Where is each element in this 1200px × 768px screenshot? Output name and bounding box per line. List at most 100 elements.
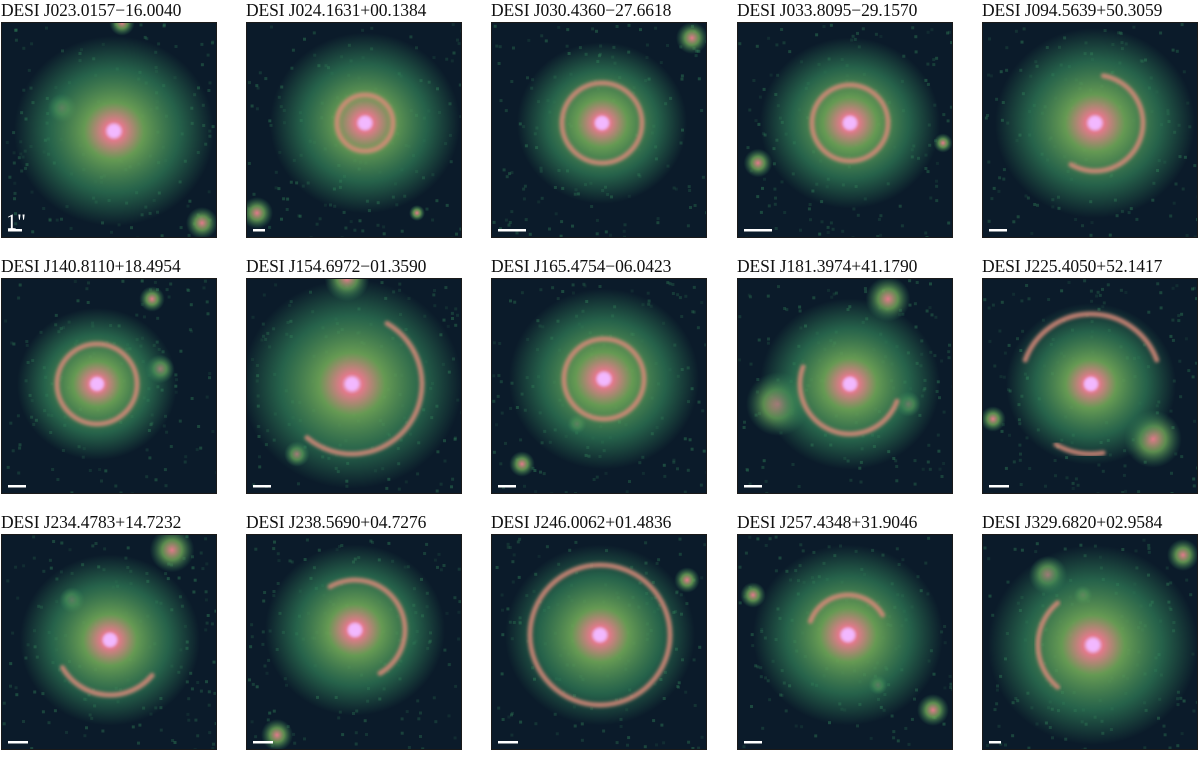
noise-speckle: [769, 537, 772, 540]
noise-speckle: [1021, 330, 1024, 333]
noise-speckle: [1012, 220, 1015, 223]
noise-speckle: [17, 297, 20, 300]
noise-speckle: [31, 191, 34, 194]
noise-speckle: [17, 472, 20, 475]
noise-speckle: [501, 412, 504, 415]
noise-speckle: [156, 317, 159, 320]
noise-speckle: [258, 465, 261, 468]
noise-speckle: [1193, 164, 1196, 167]
noise-speckle: [950, 106, 952, 109]
panel-title: DESI J094.5639+50.3059: [982, 0, 1200, 20]
noise-speckle: [768, 204, 771, 207]
noise-speckle: [988, 37, 991, 40]
noise-speckle: [756, 45, 759, 48]
noise-speckle: [1097, 291, 1100, 294]
lens-panel: DESI J033.8095−29.1570: [737, 0, 953, 256]
noise-speckle: [684, 691, 687, 694]
noise-speckle: [694, 704, 697, 707]
noise-speckle: [143, 315, 146, 318]
noise-speckle: [513, 553, 516, 556]
noise-speckle: [377, 224, 380, 227]
noise-speckle: [689, 438, 692, 441]
noise-speckle: [1005, 69, 1008, 72]
scale-bar: [744, 485, 762, 488]
noise-speckle: [1109, 234, 1112, 237]
noise-speckle: [620, 725, 623, 728]
noise-speckle: [700, 301, 703, 304]
noise-speckle: [65, 731, 68, 734]
noise-speckle: [596, 219, 599, 222]
noise-speckle: [50, 567, 53, 570]
noise-speckle: [663, 475, 666, 478]
lens-galaxy-image: [246, 534, 462, 750]
panel-title: DESI J023.0157−16.0040: [1, 0, 237, 20]
noise-speckle: [501, 594, 504, 597]
noise-speckle: [77, 299, 80, 302]
noise-speckle: [42, 710, 45, 713]
noise-speckle: [508, 172, 511, 175]
noise-speckle: [273, 541, 276, 544]
noise-speckle: [948, 31, 951, 34]
noise-speckle: [775, 569, 778, 572]
noise-speckle: [436, 450, 439, 453]
noise-speckle: [680, 315, 683, 318]
noise-speckle: [114, 485, 117, 488]
noise-speckle: [574, 725, 577, 728]
noise-speckle: [401, 230, 404, 233]
noise-speckle: [738, 358, 741, 361]
noise-speckle: [3, 722, 6, 725]
noise-speckle: [942, 113, 945, 116]
noise-speckle: [998, 330, 1001, 333]
noise-speckle: [747, 146, 750, 149]
noise-speckle: [200, 690, 203, 693]
noise-speckle: [557, 26, 560, 29]
noise-speckle: [274, 283, 277, 286]
scale-bar: [498, 485, 516, 488]
noise-speckle: [605, 472, 608, 475]
noise-speckle: [879, 234, 882, 237]
noise-speckle: [857, 214, 860, 217]
noise-speckle: [1020, 483, 1023, 486]
noise-speckle: [341, 236, 344, 237]
noise-speckle: [770, 74, 773, 77]
noise-speckle: [211, 622, 214, 625]
noise-speckle: [98, 468, 101, 471]
noise-speckle: [1192, 710, 1195, 713]
noise-speckle: [1047, 298, 1050, 301]
noise-speckle: [443, 649, 446, 652]
galaxy-core: [90, 377, 104, 391]
galaxy-core: [345, 377, 359, 391]
noise-speckle: [927, 444, 930, 447]
noise-speckle: [454, 438, 457, 441]
noise-speckle: [1018, 444, 1021, 447]
noise-speckle: [841, 230, 844, 233]
noise-speckle: [1020, 299, 1023, 302]
noise-speckle: [746, 469, 749, 472]
noise-speckle: [879, 35, 882, 38]
noise-speckle: [196, 734, 199, 737]
noise-speckle: [681, 74, 684, 77]
noise-speckle: [1193, 420, 1196, 423]
noise-speckle: [565, 491, 568, 493]
noise-speckle: [297, 214, 300, 217]
noise-speckle: [779, 557, 782, 560]
noise-speckle: [206, 396, 209, 399]
noise-speckle: [1060, 289, 1063, 292]
noise-speckle: [199, 447, 202, 450]
noise-speckle: [51, 468, 54, 471]
noise-speckle: [647, 292, 650, 295]
noise-speckle: [459, 228, 461, 231]
noise-speckle: [259, 71, 262, 74]
noise-speckle: [6, 141, 9, 144]
noise-speckle: [950, 41, 952, 44]
noise-speckle: [32, 535, 35, 538]
noise-speckle: [13, 197, 16, 200]
noise-speckle: [765, 492, 768, 493]
noise-speckle: [251, 105, 254, 108]
noise-speckle: [146, 448, 149, 451]
noise-speckle: [623, 236, 626, 237]
noise-speckle: [56, 219, 59, 222]
lens-panel: DESI J181.3974+41.1790: [737, 256, 953, 512]
noise-speckle: [700, 484, 703, 487]
noise-speckle: [895, 479, 898, 482]
